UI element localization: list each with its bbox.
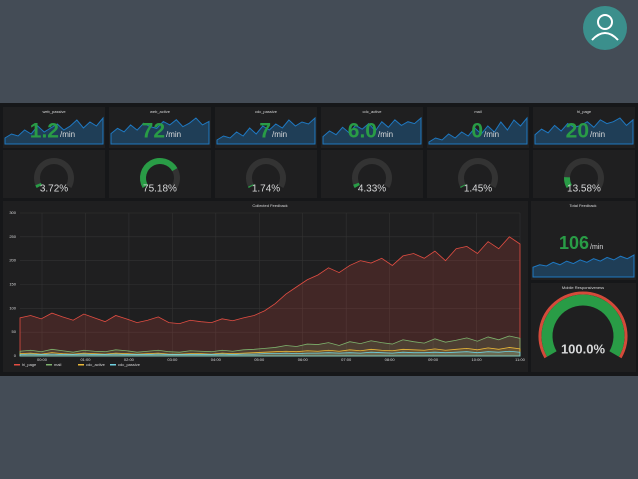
stat-panel <box>109 107 211 148</box>
x-tick-label: 04:00 <box>211 357 222 362</box>
y-tick-label: 250 <box>9 234 16 239</box>
x-tick-label: 06:00 <box>298 357 309 362</box>
stat-title: hi_page <box>577 109 592 114</box>
gauge-label: 1.74% <box>252 184 280 195</box>
stat-value: 1.2 <box>30 120 59 143</box>
area-series <box>19 350 521 357</box>
sparkline <box>4 116 104 145</box>
legend-swatch <box>46 364 52 366</box>
x-tick-label: 03:00 <box>167 357 178 362</box>
legend-label: hi_page <box>22 362 37 367</box>
stat-unit: /min <box>60 130 75 139</box>
stat-unit: /min <box>378 130 393 139</box>
stat-panel <box>533 107 635 148</box>
legend-swatch <box>14 364 20 366</box>
gauge-label: 13.58% <box>567 184 601 195</box>
x-tick-label: 02:00 <box>124 357 135 362</box>
total-title: Total Feedback <box>569 203 596 208</box>
x-tick-label: 11:00 <box>515 357 525 362</box>
logo-body <box>591 32 619 41</box>
stat-title: web_passive <box>42 109 66 114</box>
gauge-fill <box>35 182 42 188</box>
gauge-track <box>458 158 498 188</box>
chart-panel <box>3 201 528 372</box>
stat-title: cdc_passive <box>255 109 278 114</box>
resp-title: Mobile Responsiveness <box>562 285 604 290</box>
y-tick-label: 200 <box>9 258 16 263</box>
stat-title: web_active <box>150 109 171 114</box>
y-tick-label: 150 <box>9 282 16 287</box>
stat-unit: /min <box>590 130 605 139</box>
y-tick-label: 0 <box>14 353 17 358</box>
stat-title: mail <box>474 109 481 114</box>
sparkline <box>110 117 210 145</box>
stat-unit: /min <box>166 130 181 139</box>
legend-swatch <box>110 364 116 366</box>
stat-panel <box>3 107 105 148</box>
x-tick-label: 00:00 <box>37 357 48 362</box>
x-tick-label: 10:00 <box>472 357 483 362</box>
total-panel <box>531 201 636 280</box>
stat-value: 7 <box>259 120 271 143</box>
stat-unit: /min <box>272 130 287 139</box>
gauge-label: 75.18% <box>143 184 177 195</box>
gauge-fill <box>247 184 254 188</box>
gauge-track <box>352 158 392 188</box>
area-series <box>19 347 521 357</box>
stat-panel <box>427 107 529 148</box>
legend-swatch <box>78 364 84 366</box>
gauge-fill <box>564 177 572 188</box>
sparkline <box>322 116 422 145</box>
y-tick-label: 300 <box>9 210 16 215</box>
stat-title: cdc_active <box>363 109 383 114</box>
total-unit: /min <box>590 244 603 251</box>
stat-value: 0 <box>471 120 483 143</box>
logo-head <box>597 14 613 30</box>
sparkline <box>216 116 316 145</box>
total-value: 106 <box>559 233 589 253</box>
resp-label: 100.0% <box>561 341 606 356</box>
chart-title: Collected Feedback <box>252 203 287 208</box>
x-tick-label: 05:00 <box>254 357 265 362</box>
gauge-fill <box>353 182 360 188</box>
sparkline <box>534 117 634 145</box>
area-series <box>19 335 521 357</box>
gauge-threshold <box>538 291 628 359</box>
x-tick-label: 07:00 <box>341 357 352 362</box>
gauge-track <box>34 158 74 188</box>
area-series <box>19 236 521 357</box>
stat-unit: /min <box>484 130 499 139</box>
gauge-panel <box>533 150 635 198</box>
gauge-fill <box>140 158 178 189</box>
gauge-label: 1.45% <box>464 184 492 195</box>
gauge-panel <box>3 150 105 198</box>
y-tick-label: 100 <box>9 305 16 310</box>
y-tick-label: 50 <box>12 329 17 334</box>
stat-value: 6.0 <box>348 120 377 143</box>
gauge-label: 4.33% <box>358 184 386 195</box>
sparkline <box>532 254 635 278</box>
x-tick-label: 09:00 <box>428 357 439 362</box>
sparkline <box>428 116 528 145</box>
x-tick-label: 08:00 <box>385 357 396 362</box>
legend-label: mail <box>54 362 61 367</box>
gauge-panel <box>321 150 423 198</box>
stat-value: 20 <box>566 120 589 143</box>
stat-value: 72 <box>142 120 165 143</box>
gauge-fill <box>541 294 625 357</box>
legend-label: cdc_active <box>86 362 106 367</box>
legend-label: cdc_passive <box>118 362 141 367</box>
gauge-panel <box>427 150 529 198</box>
gauge-label: 3.72% <box>40 184 68 195</box>
gauge-track <box>246 158 286 188</box>
x-tick-label: 01:00 <box>80 357 91 362</box>
